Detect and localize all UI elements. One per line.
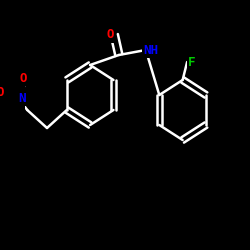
Text: N: N [18,92,26,104]
Text: O: O [19,72,26,85]
Text: F: F [188,56,195,68]
Text: O: O [0,86,4,100]
Text: NH: NH [143,44,158,57]
Text: O: O [106,28,114,42]
